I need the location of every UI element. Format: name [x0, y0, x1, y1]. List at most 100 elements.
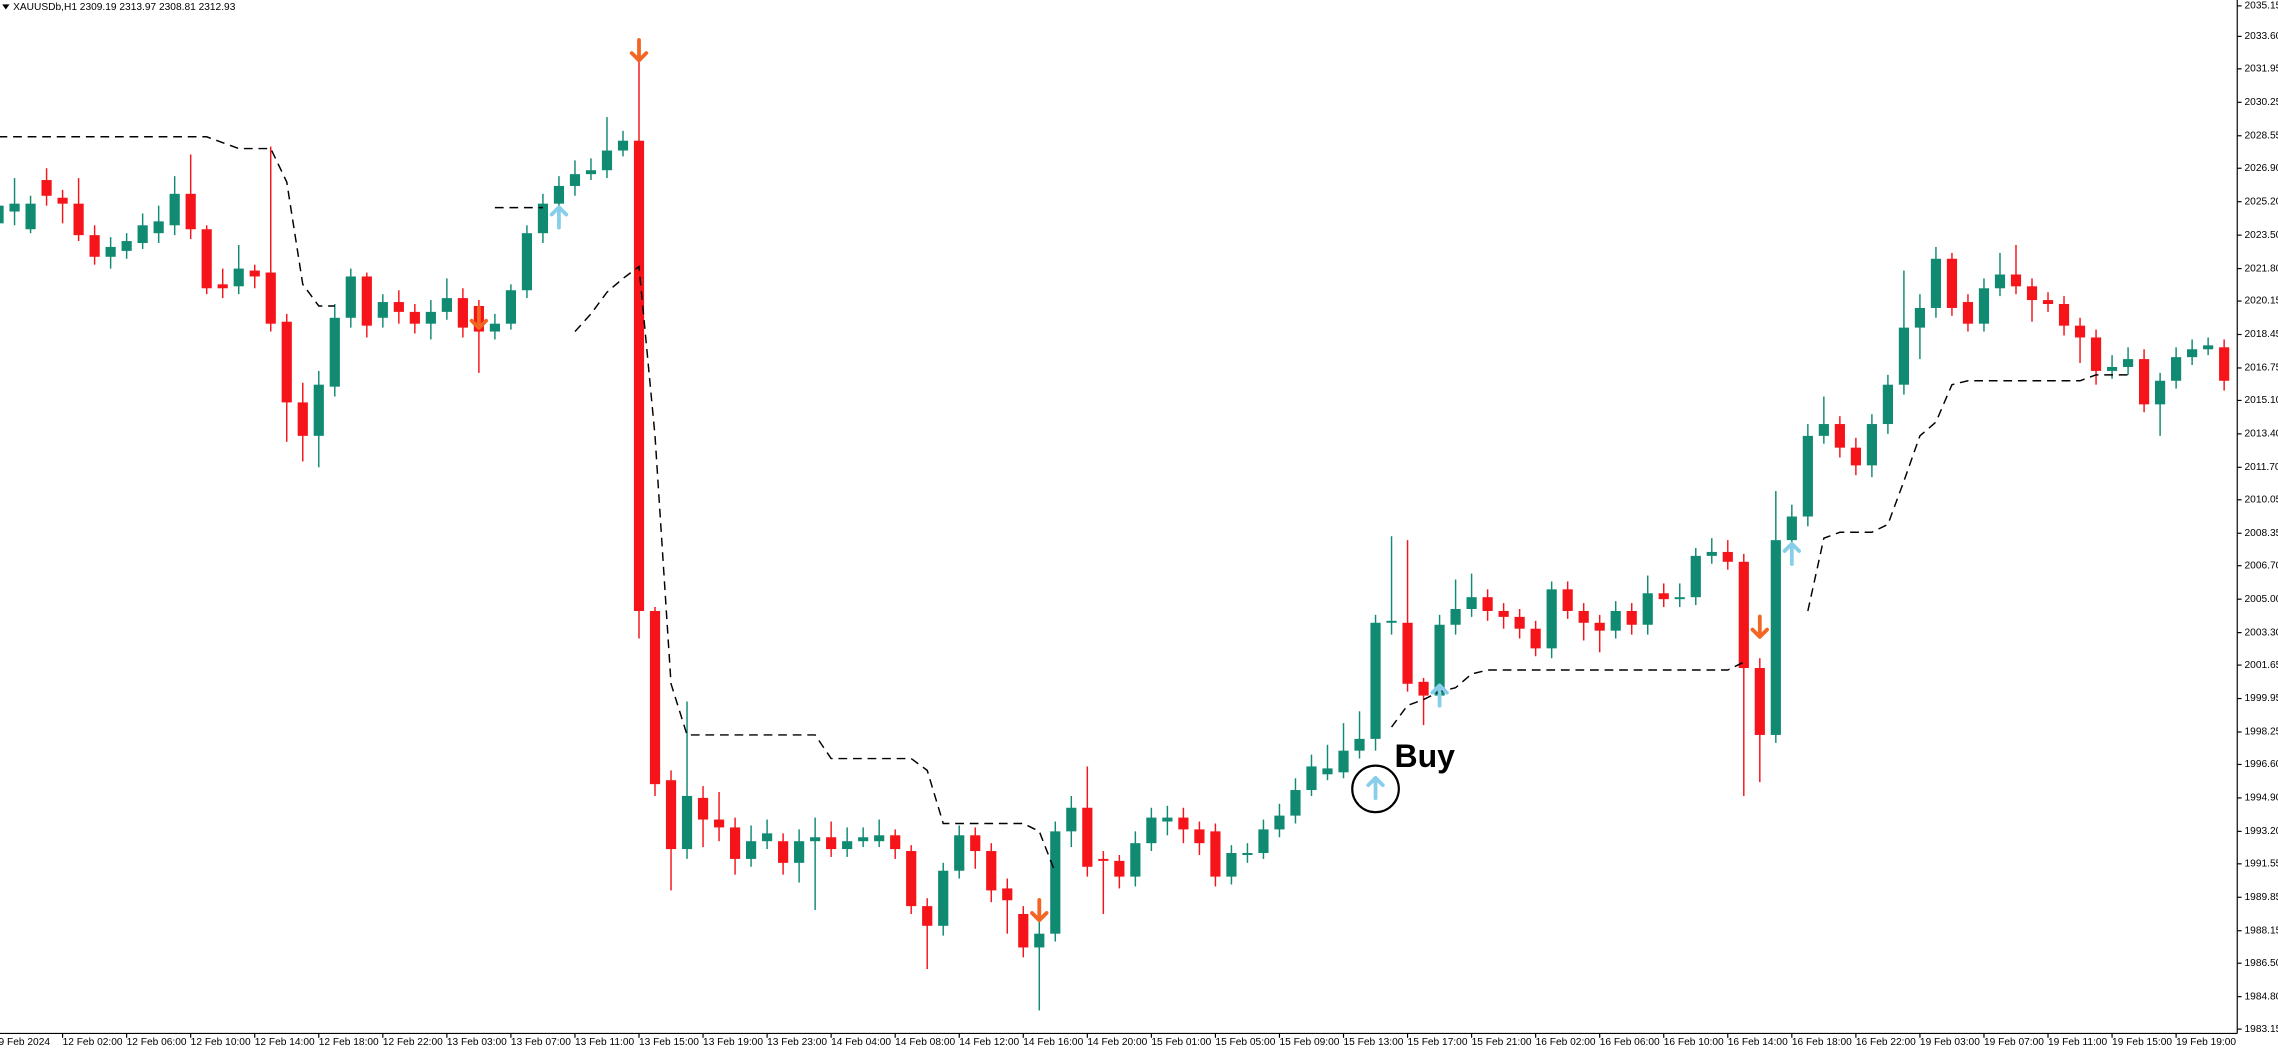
x-tick-label: 12 Feb 10:00 [191, 1037, 251, 1048]
x-tick-label: 19 Feb 15:00 [2112, 1037, 2172, 1048]
x-tick-label: 12 Feb 14:00 [255, 1037, 315, 1048]
x-tick-label: 14 Feb 04:00 [831, 1037, 891, 1048]
y-tick-label: 2011.70 [2245, 462, 2278, 473]
x-tick-label: 13 Feb 23:00 [767, 1037, 827, 1048]
candle-body [986, 851, 997, 891]
candle-body [1194, 829, 1205, 844]
candle-body [1866, 424, 1877, 466]
x-tick-label: 15 Feb 09:00 [1279, 1037, 1339, 1048]
candle-body [1370, 622, 1381, 739]
y-tick-label: 1998.25 [2245, 727, 2278, 738]
x-tick-label: 16 Feb 10:00 [1664, 1037, 1724, 1048]
candle-body [441, 298, 452, 312]
candle-body [2074, 325, 2086, 338]
candle-body [345, 276, 356, 318]
candle-body [970, 835, 981, 852]
candle-body [329, 317, 340, 387]
candle-body [1578, 610, 1589, 623]
sell-arrow [469, 305, 489, 330]
x-tick-label: 13 Feb 15:00 [639, 1037, 699, 1048]
candle-body [537, 203, 549, 234]
y-tick-label: 2003.30 [2245, 627, 2278, 638]
candle-body [1914, 307, 1926, 328]
x-tick-label: 16 Feb 06:00 [1600, 1037, 1660, 1048]
candle-body [1386, 620, 1397, 623]
buy-circle [1351, 764, 1400, 814]
candle-body [1162, 817, 1173, 822]
candle-body [778, 841, 789, 863]
y-tick-label: 2010.05 [2245, 494, 2278, 505]
candle-body [1210, 831, 1221, 877]
y-tick-label: 2006.70 [2245, 560, 2278, 571]
candle-body [1738, 561, 1749, 669]
y-tick-label: 1993.20 [2245, 826, 2278, 837]
x-tick-label: 13 Feb 03:00 [447, 1037, 507, 1048]
buy-arrow [549, 205, 569, 230]
candle-body [57, 197, 68, 204]
sell-arrow [1030, 897, 1049, 923]
candle-body [1274, 815, 1285, 830]
candle-body [169, 193, 180, 226]
candle-body [601, 150, 613, 171]
candle-body [201, 229, 212, 289]
candle-body [1754, 668, 1765, 735]
buy-arrow [1430, 683, 1449, 708]
x-tick-label: 12 Feb 22:00 [383, 1037, 443, 1048]
candle-body [425, 311, 436, 324]
y-tick-label: 2016.75 [2245, 363, 2278, 374]
candle-body [1466, 597, 1477, 610]
x-tick-label: 16 Feb 14:00 [1728, 1037, 1788, 1048]
candle-body [265, 272, 276, 324]
x-tick-label: 13 Feb 19:00 [703, 1037, 763, 1048]
candle-body [1994, 274, 2006, 289]
symbol-menu-icon[interactable] [2, 4, 10, 10]
candle-body [890, 835, 901, 850]
candle-body [2010, 274, 2022, 287]
candle-body [2026, 286, 2038, 301]
x-tick-label: 14 Feb 12:00 [959, 1037, 1019, 1048]
x-tick-label: 12 Feb 02:00 [63, 1037, 123, 1048]
candle-body [137, 225, 148, 244]
candle-body [1114, 860, 1125, 877]
candle-body [922, 906, 933, 926]
candle-body [906, 851, 917, 907]
x-tick-label: 14 Feb 08:00 [895, 1037, 955, 1048]
candle-body [954, 835, 965, 871]
candle-body [1098, 858, 1109, 861]
candle-body [1930, 258, 1942, 308]
y-tick-label: 2021.80 [2245, 263, 2278, 274]
candle-body [569, 174, 581, 186]
x-tick-label: 15 Feb 01:00 [1151, 1037, 1211, 1048]
x-tick-label: 13 Feb 11:00 [575, 1037, 635, 1048]
y-tick-label: 1984.80 [2245, 991, 2278, 1002]
candle-body [1226, 853, 1237, 877]
candle-body [505, 290, 517, 324]
candle-body [553, 185, 565, 204]
x-tick-label: 19 Feb 03:00 [1920, 1037, 1980, 1048]
candle-body [2203, 345, 2214, 350]
candle-body [25, 203, 36, 230]
candle-body [1002, 888, 1013, 901]
candle-body [1562, 589, 1573, 611]
candle-body [1882, 384, 1893, 425]
candle-body [633, 140, 645, 611]
candle-body [361, 276, 372, 326]
chart-title: XAUUSDb,H1 2309.19 2313.97 2308.81 2312.… [13, 2, 236, 13]
candle-body [1530, 628, 1541, 649]
candle-body [185, 193, 196, 230]
candle-body [1626, 610, 1637, 625]
y-tick-label: 1991.55 [2245, 859, 2278, 870]
y-tick-label: 2023.50 [2245, 230, 2278, 241]
candle-body [1818, 424, 1829, 436]
y-tick-label: 2030.25 [2245, 97, 2278, 108]
candle-body [1146, 817, 1157, 844]
x-tick-label: 14 Feb 16:00 [1023, 1037, 1083, 1048]
candle-body [1450, 609, 1461, 625]
candle-body [1034, 933, 1045, 948]
candle-body [1354, 738, 1365, 751]
x-tick-label: 12 Feb 06:00 [127, 1037, 187, 1048]
x-tick-label: 16 Feb 02:00 [1536, 1037, 1596, 1048]
x-tick-label: 15 Feb 13:00 [1344, 1037, 1404, 1048]
candle-body [697, 797, 709, 820]
